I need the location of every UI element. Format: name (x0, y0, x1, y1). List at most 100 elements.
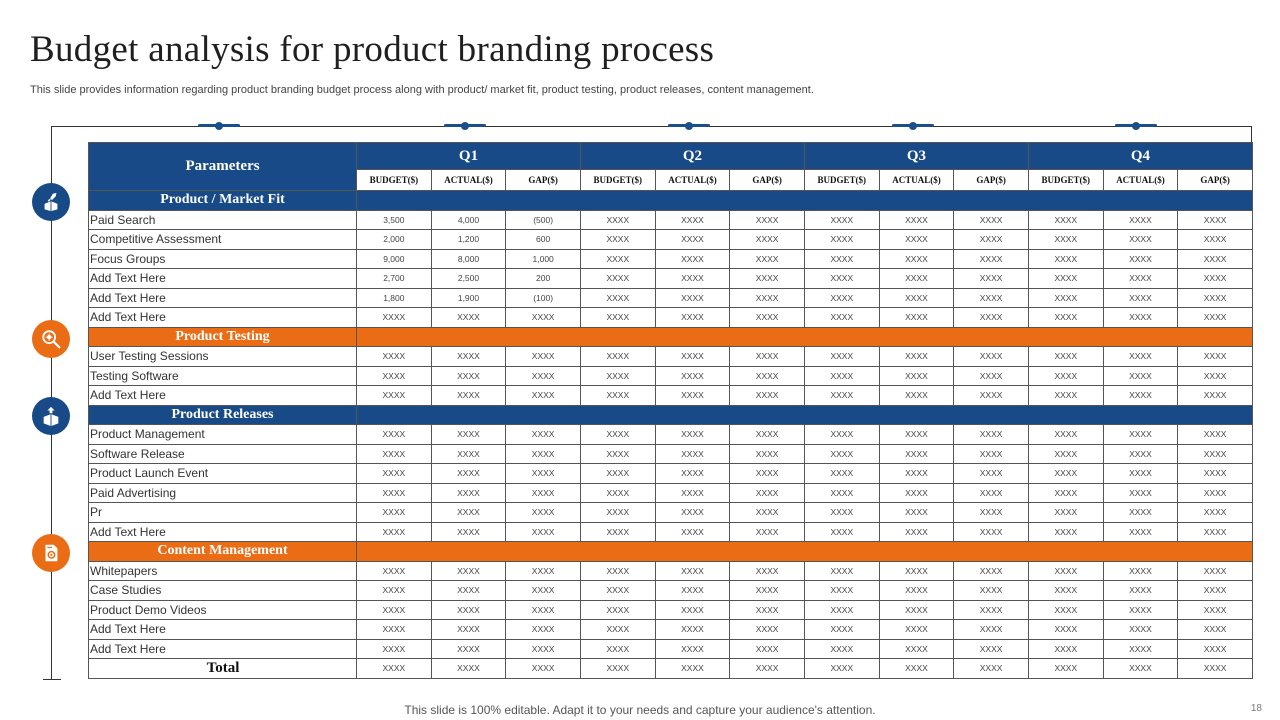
table-cell: XXXX (430, 599, 507, 620)
frame-right-line (1251, 126, 1252, 142)
table-cell: XXXX (803, 424, 880, 445)
sub-column-header: BUDGET($) (1027, 169, 1104, 191)
table-cell: XXXX (356, 443, 432, 464)
table-cell: XXXX (505, 638, 581, 659)
table-cell: XXXX (654, 229, 731, 250)
table-cell: XXXX (579, 521, 656, 542)
table-cell: XXXX (953, 443, 1029, 464)
table-cell: XXXX (729, 658, 805, 679)
table-cell: XXXX (953, 209, 1029, 230)
quarter-header-q2: Q2 (579, 142, 805, 170)
table-cell: XXXX (803, 385, 880, 406)
table-cell: XXXX (505, 443, 581, 464)
table-cell: XXXX (803, 346, 880, 367)
table-cell: XXXX (953, 502, 1029, 523)
table-cell: XXXX (1102, 268, 1179, 289)
table-cell: XXXX (1177, 502, 1253, 523)
table-cell: XXXX (1177, 638, 1253, 659)
table-cell: XXXX (579, 560, 656, 581)
table-cell: XXXX (1177, 560, 1253, 581)
section-fill (356, 190, 1253, 211)
table-row: Add Text Here 1,800 1,900 (100) XXXX XXXX XXXX… (88, 287, 1253, 308)
table-row: Add Text Here XXXX XXXX XXXX XXXX XXXX XXXX XXX… (88, 385, 1253, 406)
table-cell: XXXX (1027, 346, 1104, 367)
table-cell: XXXX (878, 521, 955, 542)
row-label: Product Launch Event (88, 463, 357, 484)
row-label: Add Text Here (88, 287, 357, 308)
table-cell: XXXX (803, 307, 880, 328)
section-fill (356, 326, 1253, 347)
table-cell: XXXX (729, 463, 805, 484)
table-cell: XXXX (1102, 248, 1179, 269)
table-row: Paid Advertising XXXX XXXX XXXX XXXX XXXX XXXX… (88, 482, 1253, 503)
table-cell: XXXX (878, 599, 955, 620)
table-cell: XXXX (1027, 580, 1104, 601)
table-cell: XXXX (505, 307, 581, 328)
table-cell: XXXX (1102, 599, 1179, 620)
table-cell: XXXX (803, 599, 880, 620)
row-label: Add Text Here (88, 307, 357, 328)
box-upload-icon (32, 397, 70, 435)
table-cell: XXXX (953, 365, 1029, 386)
table-cell: XXXX (430, 365, 507, 386)
table-cell: XXXX (430, 346, 507, 367)
table-cell: XXXX (729, 599, 805, 620)
table-header: Parameters Q1 Q2 Q3 Q4 BUDGET($) ACTUAL($) GAP(… (88, 142, 1253, 191)
table-cell: XXXX (356, 599, 432, 620)
table-row: Add Text Here 2,700 2,500 200 XXXX XXXX XXXX XX… (88, 268, 1253, 289)
table-cell: XXXX (505, 502, 581, 523)
table-cell: XXXX (878, 365, 955, 386)
table-cell: XXXX (1027, 502, 1104, 523)
table-cell: XXXX (1102, 424, 1179, 445)
row-label: Add Text Here (88, 521, 357, 542)
table-cell: XXXX (803, 638, 880, 659)
table-cell: XXXX (579, 502, 656, 523)
table-cell: XXXX (654, 560, 731, 581)
table-cell: XXXX (729, 346, 805, 367)
sub-column-header: GAP($) (1177, 169, 1253, 191)
row-label: Focus Groups (88, 248, 357, 269)
table-cell: XXXX (1027, 443, 1104, 464)
table-cell: XXXX (430, 658, 507, 679)
row-label: Product Demo Videos (88, 599, 357, 620)
table-cell: XXXX (953, 619, 1029, 640)
table-cell: XXXX (953, 385, 1029, 406)
table-cell: XXXX (1177, 268, 1253, 289)
table-cell: XXXX (430, 385, 507, 406)
table-row: User Testing Sessions XXXX XXXX XXXX XXXX XXX… (88, 346, 1253, 367)
table-cell: XXXX (505, 599, 581, 620)
table-cell: XXXX (356, 560, 432, 581)
section-row: Product / Market Fit (88, 190, 1253, 211)
table-cell: XXXX (953, 463, 1029, 484)
connector-marker (892, 122, 934, 130)
table-cell: XXXX (579, 482, 656, 503)
row-label: Testing Software (88, 365, 357, 386)
table-row: Software Release XXXX XXXX XXXX XXXX XXXX XXXX… (88, 443, 1253, 464)
quarter-header-q1: Q1 (356, 142, 581, 170)
total-label: Total (88, 658, 357, 679)
table-row: Paid Search 3,500 4,000 (500) XXXX XXXX XXXX XX… (88, 209, 1253, 230)
table-cell: XXXX (1102, 619, 1179, 640)
table-cell: XXXX (505, 580, 581, 601)
table-cell: XXXX (356, 307, 432, 328)
table-cell: XXXX (803, 443, 880, 464)
table-cell: XXXX (1102, 560, 1179, 581)
row-label: Add Text Here (88, 619, 357, 640)
table-cell: XXXX (579, 287, 656, 308)
table-cell: XXXX (1102, 638, 1179, 659)
table-cell: XXXX (729, 619, 805, 640)
section-title: Content Management (88, 541, 357, 562)
table-cell: XXXX (654, 502, 731, 523)
table-cell: XXXX (953, 248, 1029, 269)
row-label: Add Text Here (88, 638, 357, 659)
table-cell: XXXX (729, 560, 805, 581)
table-cell: XXXX (878, 209, 955, 230)
table-cell: XXXX (430, 443, 507, 464)
row-label: Whitepapers (88, 560, 357, 581)
table-cell: XXXX (878, 580, 955, 601)
row-label: Pr (88, 502, 357, 523)
table-cell: XXXX (878, 346, 955, 367)
table-cell: XXXX (803, 268, 880, 289)
table-cell: XXXX (430, 502, 507, 523)
table-cell: XXXX (654, 346, 731, 367)
